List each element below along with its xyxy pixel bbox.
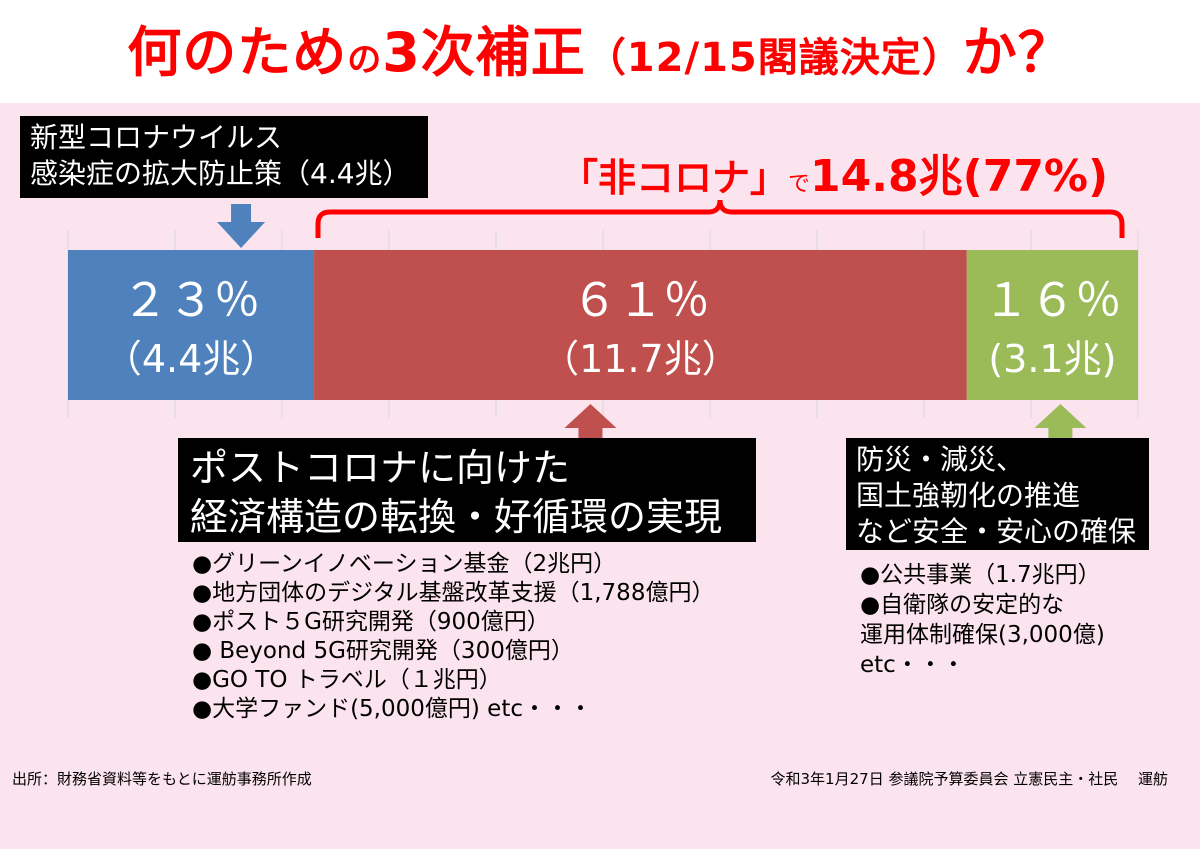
callout-post-line-1: ポストコロナに向けた: [190, 446, 571, 490]
title-part-2: の: [347, 40, 383, 80]
post-corona-list: ●グリーンイノベーション基金（2兆円） ●地方団体のデジタル基盤改革支援（1,7…: [192, 550, 714, 724]
bar-segment: [314, 250, 967, 400]
callout-disaster-line-3: など安全・安心の確保: [856, 514, 1137, 548]
callout-disaster-line-2: 国土強靭化の推進: [856, 478, 1081, 512]
callout-disaster-line-1: 防災・減災、: [856, 443, 1025, 476]
list-item: ●GO TO トラベル（１兆円）: [192, 667, 502, 693]
list-item: etc・・・: [860, 652, 965, 678]
list-item: ●大学ファンド(5,000億円) etc・・・: [192, 696, 592, 722]
list-item: 運用体制確保(3,000億): [860, 622, 1105, 648]
list-item: ●地方団体のデジタル基盤改革支援（1,788億円）: [192, 580, 715, 606]
down-arrow-icon: [217, 204, 266, 248]
chart-arrows: [217, 204, 1087, 440]
list-item: ●自衛隊の安定的な: [860, 592, 1065, 618]
non-corona-value: 14.8兆(77%): [810, 151, 1109, 202]
bar-percent-label: １６％: [983, 273, 1121, 327]
title-part-5: か？: [962, 21, 1073, 84]
footer-source: 出所：財務省資料等をもとに運舫事務所作成: [12, 770, 312, 788]
budget-share-chart: ２３％ （4.4兆） ６１％ （11.7兆） １６％ (3.1兆): [67, 200, 1139, 440]
list-item: ●グリーンイノベーション基金（2兆円）: [192, 551, 617, 577]
title-part-4: （12/15閣議決定）: [585, 35, 963, 81]
chart-bars: ２３％ （4.4兆） ６１％ （11.7兆） １６％ (3.1兆): [68, 250, 1138, 400]
up-arrow-icon: [564, 404, 617, 440]
bar-percent-label: ２３％: [122, 273, 260, 327]
footer-credit: 令和3年1月27日 参議院予算委員会 立憲民主・社民 運舫: [770, 770, 1168, 788]
bar-percent-label: ６１％: [571, 273, 709, 327]
non-corona-de: で: [788, 172, 811, 197]
header-band: [0, 0, 1200, 103]
non-corona-brace: [315, 200, 1125, 238]
list-item: ●公共事業（1.7兆円）: [860, 562, 1101, 588]
callout-corona-line-2: 感染症の拡大防止策（4.4兆）: [30, 156, 411, 190]
non-corona-label: 「非コロナ」で14.8兆(77%): [560, 140, 1108, 204]
title-part-1: 何のため: [127, 21, 348, 84]
non-corona-prefix: 「非コロナ」: [560, 156, 789, 200]
list-item: ● Beyond 5G研究開発（300億円）: [192, 638, 574, 664]
bar-amount-label: （11.7兆）: [541, 337, 740, 381]
title-part-3: 3次補正: [382, 21, 586, 84]
callout-corona: 新型コロナウイルス 感染症の拡大防止策（4.4兆）: [20, 116, 428, 198]
bar-amount-label: （4.4兆）: [104, 337, 278, 381]
callout-disaster: 防災・減災、 国土強靭化の推進 など安全・安心の確保: [846, 438, 1149, 550]
callout-post-corona: ポストコロナに向けた 経済構造の転換・好循環の実現: [178, 438, 756, 542]
list-item: ●ポスト５G研究開発（900億円）: [192, 609, 550, 635]
bar-segment: [68, 250, 315, 400]
bar-amount-label: (3.1兆): [988, 337, 1116, 381]
up-arrow-icon: [1034, 404, 1087, 440]
callout-post-line-2: 経済構造の転換・好循環の実現: [190, 495, 723, 540]
bar-segment: [966, 250, 1138, 400]
callout-corona-line-1: 新型コロナウイルス: [30, 121, 283, 154]
disaster-list: ●公共事業（1.7兆円） ●自衛隊の安定的な 運用体制確保(3,000億) et…: [860, 560, 1105, 680]
page-title: 何のための3次補正（12/15閣議決定）か？: [0, 8, 1200, 87]
